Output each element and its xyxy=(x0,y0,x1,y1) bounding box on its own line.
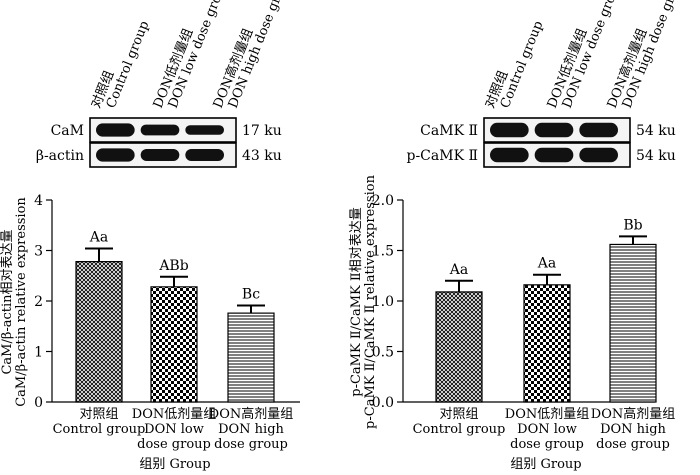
y-axis-label: p-CaMK Ⅱ/CaMK Ⅱ relative expression xyxy=(363,174,378,429)
x-tick-label: DON low xyxy=(517,422,577,437)
bar xyxy=(75,261,123,403)
blot-size-label: 54 ku xyxy=(636,123,676,139)
x-tick-label: dose group xyxy=(214,437,288,452)
x-tick-label: dose group xyxy=(137,437,211,452)
y-tick-label: 0.0 xyxy=(372,395,394,411)
x-tick-label: dose group xyxy=(510,437,584,452)
x-axis-label: 组别 Group xyxy=(139,457,210,472)
blot-lane-label: Control group xyxy=(104,19,153,111)
x-tick-label: Control group xyxy=(413,422,506,437)
blot-size-label: 17 ku xyxy=(242,123,282,139)
y-tick-label: 1 xyxy=(34,345,43,361)
x-tick-label: DON高剂量组 xyxy=(591,406,675,422)
x-tick-label: dose group xyxy=(596,437,670,452)
x-tick-label: 对照组 xyxy=(79,407,118,422)
x-axis-label: 组别 Group xyxy=(510,457,581,472)
blot-band xyxy=(185,125,224,135)
blot-size-label: 43 ku xyxy=(242,148,282,164)
bar xyxy=(609,243,657,403)
blot-band xyxy=(185,149,224,161)
blot-band xyxy=(96,148,135,162)
significance-label: Bb xyxy=(623,217,642,233)
blot-protein-label: CaM xyxy=(51,123,84,139)
y-tick-label: 1.5 xyxy=(372,244,394,260)
x-tick-label: DON高剂量组 xyxy=(209,406,293,422)
y-tick-label: 0.5 xyxy=(372,345,394,361)
significance-label: Aa xyxy=(537,256,556,272)
y-axis-label: p-CaMK Ⅱ/CaMK Ⅱ相对表达量 xyxy=(349,207,364,396)
blot-band xyxy=(490,147,529,163)
x-tick-label: 对照组 xyxy=(439,407,478,422)
significance-label: Bc xyxy=(242,287,260,303)
blot-band xyxy=(96,123,135,137)
blot-band xyxy=(490,122,529,138)
x-tick-label: DON high xyxy=(218,422,284,437)
x-tick-label: DON低剂量组 xyxy=(505,407,589,422)
blot-band xyxy=(534,122,574,138)
blot-band xyxy=(579,147,618,163)
blot-lane-label: Control group xyxy=(498,19,547,111)
y-tick-label: 2 xyxy=(34,294,43,310)
bar xyxy=(227,312,275,403)
significance-label: Aa xyxy=(89,229,108,245)
y-tick-label: 2.0 xyxy=(372,193,394,209)
x-tick-label: DON high xyxy=(600,422,666,437)
blot-band xyxy=(140,149,180,161)
y-axis-label: CaM/β-actin相对表达量 xyxy=(0,229,15,374)
blot-protein-label: β-actin xyxy=(36,148,84,164)
x-tick-label: DON low xyxy=(144,422,204,437)
significance-label: Aa xyxy=(449,262,468,278)
blot-band xyxy=(534,147,574,163)
y-tick-label: 3 xyxy=(34,244,43,260)
x-tick-label: Control group xyxy=(53,422,146,437)
bar xyxy=(523,284,571,403)
blot-protein-label: p-CaMK Ⅱ xyxy=(406,148,478,164)
x-tick-label: DON低剂量组 xyxy=(132,407,216,422)
significance-label: ABb xyxy=(158,258,188,274)
blot-band xyxy=(140,124,180,136)
y-tick-label: 4 xyxy=(34,193,43,209)
bar xyxy=(150,286,198,403)
blot-band xyxy=(579,122,618,138)
blot-protein-label: CaMK Ⅱ xyxy=(420,123,478,139)
y-axis-label: CaM/β-actin relative expression xyxy=(14,197,29,407)
bar xyxy=(435,291,483,403)
y-tick-label: 1.0 xyxy=(372,294,394,310)
blot-size-label: 54 ku xyxy=(636,148,676,164)
y-tick-label: 0 xyxy=(34,395,43,411)
